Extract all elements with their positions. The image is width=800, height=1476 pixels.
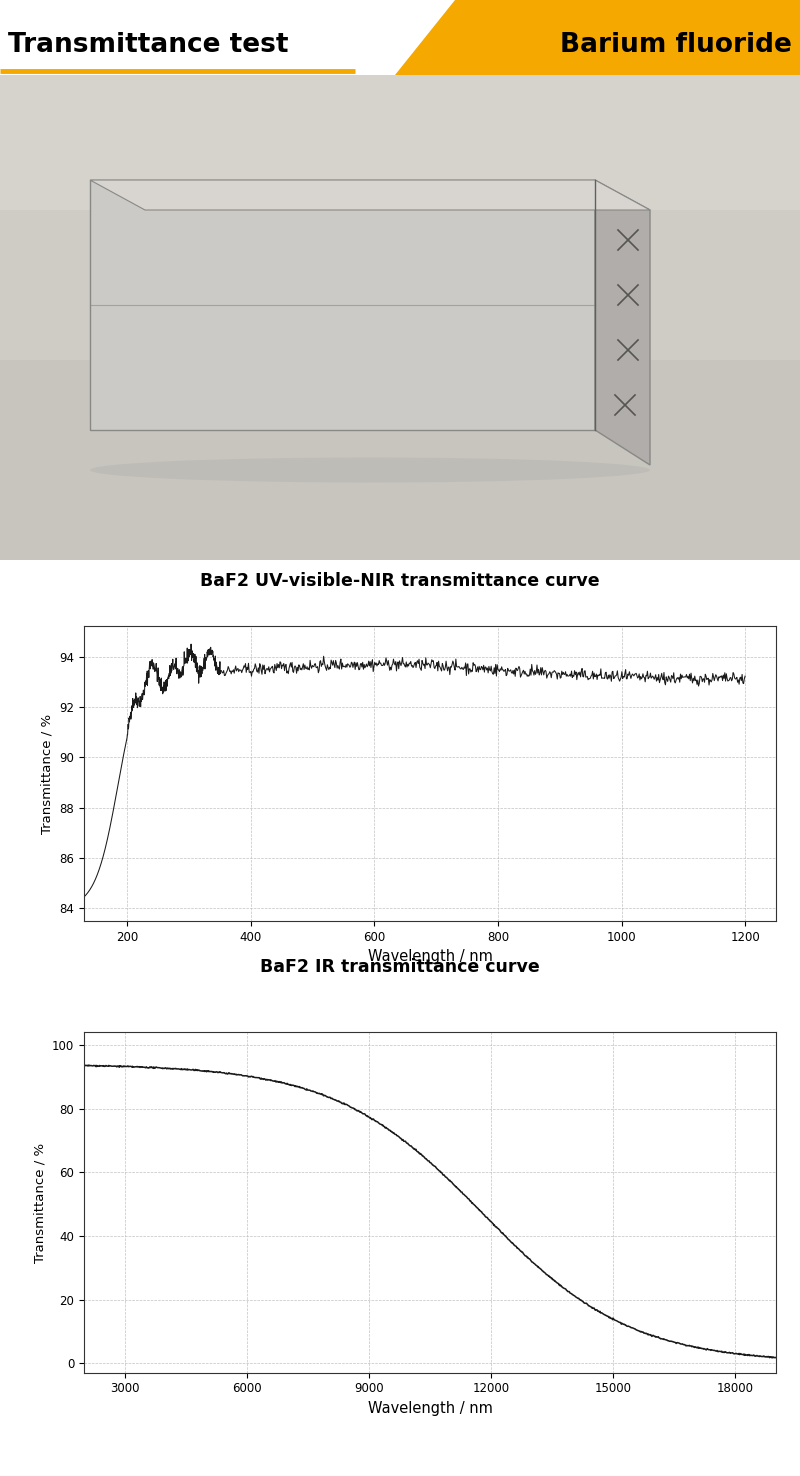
Polygon shape <box>595 180 650 465</box>
Text: BaF2 IR transmittance curve: BaF2 IR transmittance curve <box>260 958 540 976</box>
Bar <box>0 75 800 210</box>
Polygon shape <box>395 0 800 75</box>
Polygon shape <box>90 180 595 430</box>
Text: BaF2 UV-visible-NIR transmittance curve: BaF2 UV-visible-NIR transmittance curve <box>200 571 600 590</box>
Y-axis label: Transmittance / %: Transmittance / % <box>34 1142 46 1262</box>
X-axis label: Wavelength / nm: Wavelength / nm <box>367 1401 493 1415</box>
Y-axis label: Transmittance / %: Transmittance / % <box>41 713 54 834</box>
Text: Barium fluoride: Barium fluoride <box>560 32 792 58</box>
Polygon shape <box>90 180 650 210</box>
Ellipse shape <box>90 458 650 483</box>
Text: Transmittance test: Transmittance test <box>8 32 289 58</box>
Bar <box>0 75 800 360</box>
X-axis label: Wavelength / nm: Wavelength / nm <box>367 949 493 964</box>
